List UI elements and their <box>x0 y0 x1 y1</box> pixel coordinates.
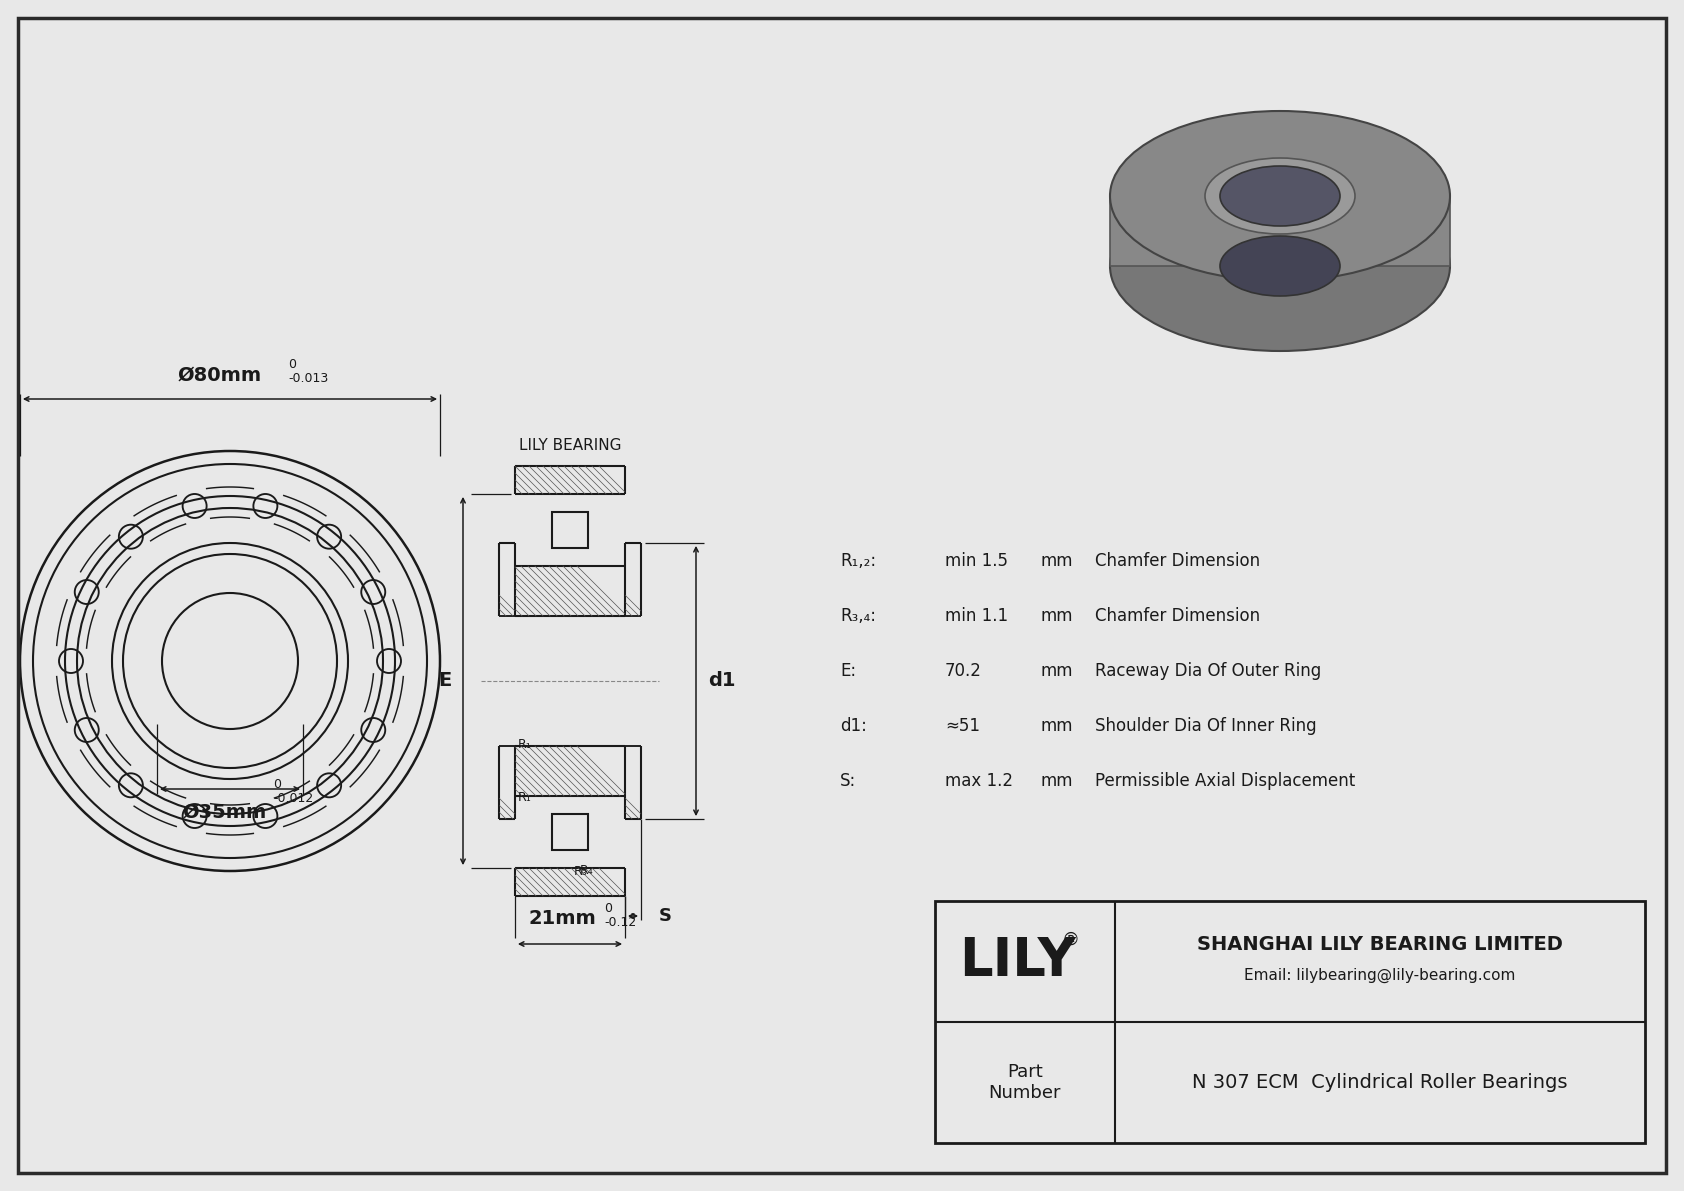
Ellipse shape <box>1110 111 1450 281</box>
Ellipse shape <box>1110 181 1450 351</box>
Ellipse shape <box>1219 166 1340 226</box>
Text: R₄: R₄ <box>579 863 594 877</box>
Text: Raceway Dia Of Outer Ring: Raceway Dia Of Outer Ring <box>1095 662 1322 680</box>
Text: LILY: LILY <box>958 935 1076 987</box>
Text: E: E <box>438 672 451 691</box>
Text: Email: lilybearing@lily-bearing.com: Email: lilybearing@lily-bearing.com <box>1244 968 1516 983</box>
Bar <box>935 902 1645 1143</box>
Text: mm: mm <box>1041 717 1073 735</box>
Text: Permissible Axial Displacement: Permissible Axial Displacement <box>1095 772 1356 790</box>
Text: Ø35mm: Ø35mm <box>184 803 268 822</box>
Bar <box>552 512 588 548</box>
Text: 0: 0 <box>605 902 611 915</box>
Text: mm: mm <box>1041 551 1073 570</box>
Text: max 1.2: max 1.2 <box>945 772 1014 790</box>
Text: Chamfer Dimension: Chamfer Dimension <box>1095 551 1260 570</box>
Text: mm: mm <box>1041 772 1073 790</box>
Text: Part
Number: Part Number <box>989 1064 1061 1102</box>
Text: 21mm: 21mm <box>529 909 596 928</box>
Text: -0.012: -0.012 <box>273 792 313 805</box>
Text: R₁,₂:: R₁,₂: <box>840 551 876 570</box>
Text: LILY BEARING: LILY BEARING <box>519 438 621 453</box>
Text: R₁: R₁ <box>519 791 532 804</box>
Text: SHANGHAI LILY BEARING LIMITED: SHANGHAI LILY BEARING LIMITED <box>1197 935 1563 954</box>
Text: Ø80mm: Ø80mm <box>179 366 263 385</box>
Text: ≈51: ≈51 <box>945 717 980 735</box>
Text: min 1.1: min 1.1 <box>945 607 1009 625</box>
Text: R₁: R₁ <box>519 738 532 752</box>
Text: R₃,₄:: R₃,₄: <box>840 607 876 625</box>
Text: S: S <box>658 908 672 925</box>
Text: d1: d1 <box>707 672 736 691</box>
Ellipse shape <box>1206 158 1356 233</box>
Text: -0.013: -0.013 <box>288 372 328 385</box>
Text: -0.12: -0.12 <box>605 916 637 929</box>
Text: 0: 0 <box>288 358 296 372</box>
Bar <box>552 813 588 850</box>
Text: Chamfer Dimension: Chamfer Dimension <box>1095 607 1260 625</box>
Ellipse shape <box>1219 236 1340 297</box>
Text: N 307 ECM  Cylindrical Roller Bearings: N 307 ECM Cylindrical Roller Bearings <box>1192 1073 1568 1092</box>
Text: S:: S: <box>840 772 855 790</box>
Text: mm: mm <box>1041 662 1073 680</box>
Text: 70.2: 70.2 <box>945 662 982 680</box>
Text: Shoulder Dia Of Inner Ring: Shoulder Dia Of Inner Ring <box>1095 717 1317 735</box>
Polygon shape <box>1110 197 1450 266</box>
Ellipse shape <box>1219 166 1340 226</box>
Text: 0: 0 <box>273 778 281 791</box>
Text: E:: E: <box>840 662 855 680</box>
Text: d1:: d1: <box>840 717 867 735</box>
Text: ®: ® <box>1063 930 1079 948</box>
Text: R₃: R₃ <box>574 865 588 878</box>
Text: min 1.5: min 1.5 <box>945 551 1009 570</box>
Text: mm: mm <box>1041 607 1073 625</box>
